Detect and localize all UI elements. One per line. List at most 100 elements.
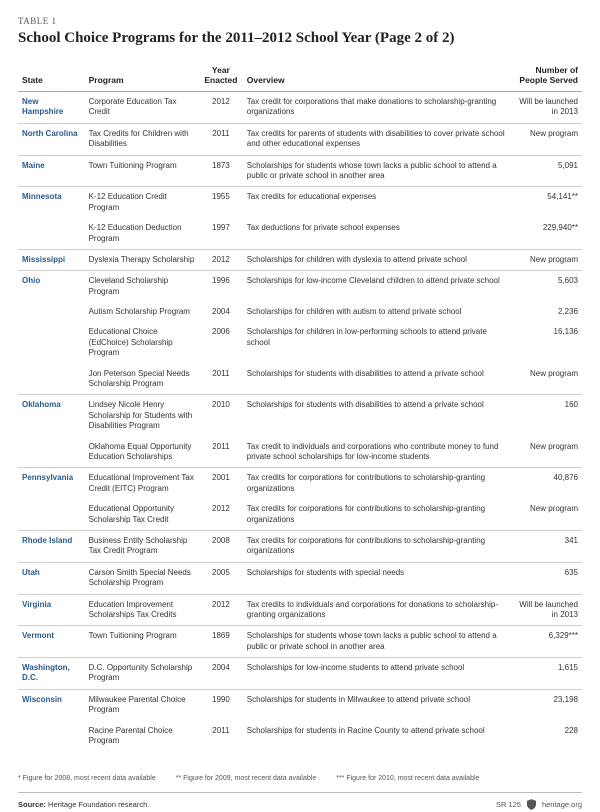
cell-year: 1990 bbox=[199, 689, 243, 720]
source-left: Source: Heritage Foundation research. bbox=[18, 800, 149, 809]
table-header-row: State Program Year Enacted Overview Numb… bbox=[18, 61, 582, 92]
cell-program: Educational Choice (EdChoice) Scholarshi… bbox=[85, 322, 199, 363]
cell-overview: Scholarships for students with special n… bbox=[243, 562, 509, 594]
cell-state bbox=[18, 302, 85, 322]
cell-state: Washington, D.C. bbox=[18, 658, 85, 690]
cell-year: 2011 bbox=[199, 721, 243, 752]
source-label: Source: bbox=[18, 800, 46, 809]
cell-program: K-12 Education Credit Program bbox=[85, 187, 199, 218]
cell-overview: Tax credits for educational expenses bbox=[243, 187, 509, 218]
table-row: Jon Peterson Special Needs Scholarship P… bbox=[18, 364, 582, 395]
cell-state bbox=[18, 437, 85, 468]
cell-program: Milwaukee Parental Choice Program bbox=[85, 689, 199, 720]
table-row: Educational Choice (EdChoice) Scholarshi… bbox=[18, 322, 582, 363]
cell-year: 2011 bbox=[199, 364, 243, 395]
cell-served: New program bbox=[509, 249, 582, 270]
cell-overview: Scholarships for children with autism to… bbox=[243, 302, 509, 322]
cell-served: 2,236 bbox=[509, 302, 582, 322]
cell-year: 2006 bbox=[199, 322, 243, 363]
col-header-state: State bbox=[18, 61, 85, 92]
cell-served: 5,091 bbox=[509, 155, 582, 187]
cell-state bbox=[18, 322, 85, 363]
cell-state bbox=[18, 721, 85, 752]
cell-program: Town Tuitioning Program bbox=[85, 155, 199, 187]
cell-year: 1996 bbox=[199, 271, 243, 302]
cell-overview: Scholarships for students with disabilit… bbox=[243, 364, 509, 395]
table-row: K-12 Education Deduction Program1997Tax … bbox=[18, 218, 582, 249]
cell-year: 1869 bbox=[199, 626, 243, 658]
cell-overview: Scholarships for students in Milwaukee t… bbox=[243, 689, 509, 720]
cell-served: 228 bbox=[509, 721, 582, 752]
cell-served: 635 bbox=[509, 562, 582, 594]
cell-served: 5,603 bbox=[509, 271, 582, 302]
col-header-served: Number of People Served bbox=[509, 61, 582, 92]
cell-program: Oklahoma Equal Opportunity Education Sch… bbox=[85, 437, 199, 468]
cell-state: Wisconsin bbox=[18, 689, 85, 720]
cell-year: 1997 bbox=[199, 218, 243, 249]
cell-overview: Tax credits for parents of students with… bbox=[243, 123, 509, 155]
cell-state: Ohio bbox=[18, 271, 85, 302]
cell-program: Racine Parental Choice Program bbox=[85, 721, 199, 752]
source-text: Heritage Foundation research. bbox=[48, 800, 149, 809]
cell-year: 2011 bbox=[199, 437, 243, 468]
cell-state bbox=[18, 499, 85, 530]
cell-state: Pennsylvania bbox=[18, 468, 85, 499]
cell-state bbox=[18, 218, 85, 249]
table-row: Rhode IslandBusiness Entity Scholarship … bbox=[18, 530, 582, 562]
cell-served: 160 bbox=[509, 395, 582, 437]
cell-overview: Scholarships for low-income Cleveland ch… bbox=[243, 271, 509, 302]
cell-year: 2012 bbox=[199, 92, 243, 124]
cell-overview: Scholarships for students whose town lac… bbox=[243, 155, 509, 187]
cell-year: 2001 bbox=[199, 468, 243, 499]
cell-served: New program bbox=[509, 364, 582, 395]
cell-overview: Tax credits to individuals and corporati… bbox=[243, 594, 509, 626]
table-row: WisconsinMilwaukee Parental Choice Progr… bbox=[18, 689, 582, 720]
table-row: UtahCarson Smith Special Needs Scholarsh… bbox=[18, 562, 582, 594]
programs-table: State Program Year Enacted Overview Numb… bbox=[18, 61, 582, 751]
cell-served: 6,329*** bbox=[509, 626, 582, 658]
cell-overview: Tax credits for corporations for contrib… bbox=[243, 499, 509, 530]
table-row: OhioCleveland Scholarship Program1996Sch… bbox=[18, 271, 582, 302]
cell-overview: Tax credit for corporations that make do… bbox=[243, 92, 509, 124]
table-row: PennsylvaniaEducational Improvement Tax … bbox=[18, 468, 582, 499]
cell-year: 2011 bbox=[199, 123, 243, 155]
cell-year: 2008 bbox=[199, 530, 243, 562]
cell-overview: Tax credit to individuals and corporatio… bbox=[243, 437, 509, 468]
col-header-overview: Overview bbox=[243, 61, 509, 92]
cell-overview: Tax deductions for private school expens… bbox=[243, 218, 509, 249]
cell-state: Oklahoma bbox=[18, 395, 85, 437]
cell-overview: Scholarships for children with dyslexia … bbox=[243, 249, 509, 270]
cell-program: Town Tuitioning Program bbox=[85, 626, 199, 658]
cell-state: New Hampshire bbox=[18, 92, 85, 124]
cell-overview: Scholarships for students whose town lac… bbox=[243, 626, 509, 658]
cell-served: 1,615 bbox=[509, 658, 582, 690]
cell-served: 341 bbox=[509, 530, 582, 562]
cell-program: D.C. Opportunity Scholarship Program bbox=[85, 658, 199, 690]
cell-state: Utah bbox=[18, 562, 85, 594]
table-row: OklahomaLindsey Nicole Henry Scholarship… bbox=[18, 395, 582, 437]
cell-program: Dyslexia Therapy Scholarship bbox=[85, 249, 199, 270]
cell-state: North Carolina bbox=[18, 123, 85, 155]
site-url: heritage.org bbox=[542, 800, 582, 809]
cell-state: Minnesota bbox=[18, 187, 85, 218]
cell-served: 54,141** bbox=[509, 187, 582, 218]
cell-state: Virginia bbox=[18, 594, 85, 626]
cell-program: Educational Opportunity Scholarship Tax … bbox=[85, 499, 199, 530]
table-row: Oklahoma Equal Opportunity Education Sch… bbox=[18, 437, 582, 468]
cell-overview: Scholarships for low-income students to … bbox=[243, 658, 509, 690]
footnote: ** Figure for 2009, most recent data ava… bbox=[176, 775, 316, 782]
table-row: VirginiaEducation Improvement Scholarshi… bbox=[18, 594, 582, 626]
cell-state: Mississippi bbox=[18, 249, 85, 270]
footnote: * Figure for 2008, most recent data avai… bbox=[18, 775, 156, 782]
table-row: New HampshireCorporate Education Tax Cre… bbox=[18, 92, 582, 124]
cell-program: Carson Smith Special Needs Scholarship P… bbox=[85, 562, 199, 594]
cell-overview: Tax credits for corporations for contrib… bbox=[243, 468, 509, 499]
table-row: MinnesotaK-12 Education Credit Program19… bbox=[18, 187, 582, 218]
cell-served: New program bbox=[509, 437, 582, 468]
cell-program: Corporate Education Tax Credit bbox=[85, 92, 199, 124]
table-row: MaineTown Tuitioning Program1873Scholars… bbox=[18, 155, 582, 187]
cell-year: 2004 bbox=[199, 658, 243, 690]
cell-year: 2012 bbox=[199, 499, 243, 530]
cell-served: New program bbox=[509, 499, 582, 530]
table-row: Educational Opportunity Scholarship Tax … bbox=[18, 499, 582, 530]
